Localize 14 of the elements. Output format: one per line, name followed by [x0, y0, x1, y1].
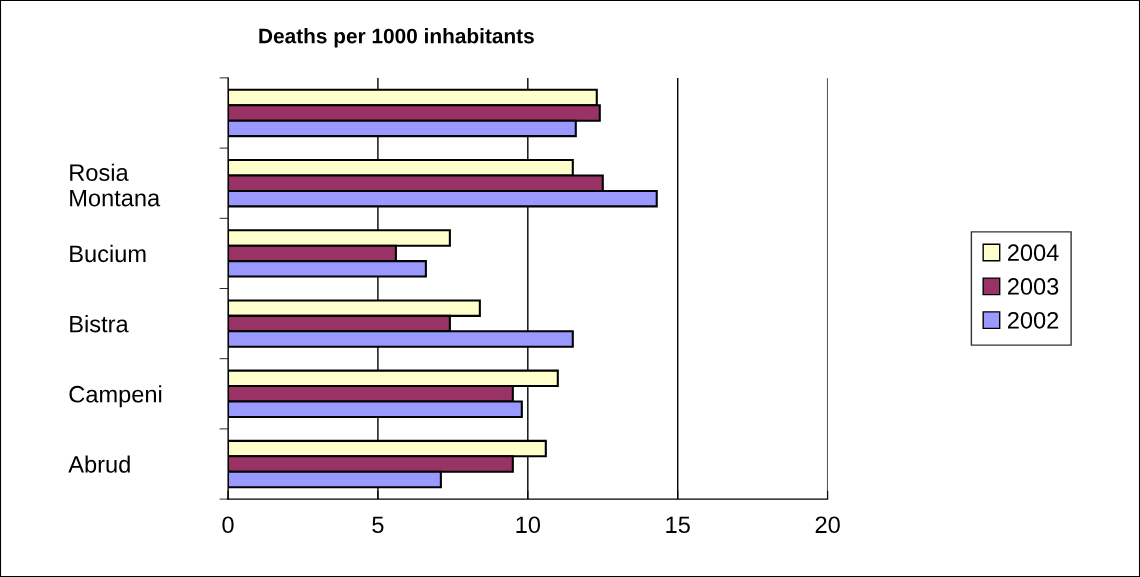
- x-tick-label: 5: [372, 516, 384, 534]
- y-tick-label: Campeni: [69, 385, 162, 408]
- chart-title: Deaths per 1000 inhabitants: [259, 28, 534, 48]
- y-tick-label: Abrud: [68, 455, 130, 473]
- x-tick-label: 15: [666, 516, 690, 534]
- x-tick-label: 20: [815, 516, 840, 534]
- y-tick-label: Bucium: [70, 244, 146, 263]
- x-tick-label: 10: [516, 516, 541, 534]
- legend-label: 2004: [1007, 244, 1059, 262]
- legend-label: 2003: [1007, 278, 1059, 295]
- y-tick-label: Rosia Montana: [70, 163, 161, 207]
- y-tick-label: Bistra: [70, 315, 129, 333]
- x-tick-label: 0: [222, 516, 234, 534]
- legend-label: 2002: [1007, 311, 1059, 329]
